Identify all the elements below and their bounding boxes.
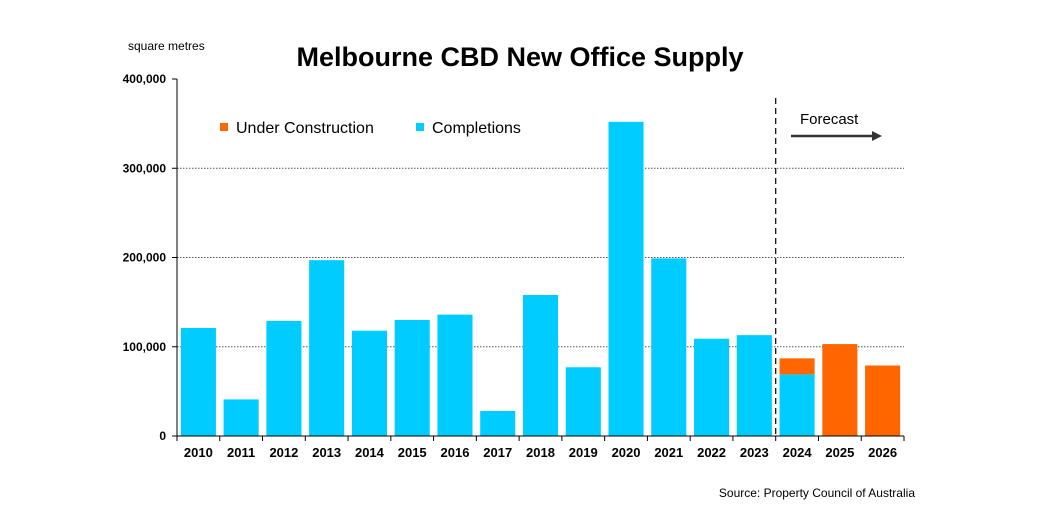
forecast-label: Forecast	[800, 111, 859, 128]
x-tick-label: 2016	[441, 445, 470, 460]
bar-completions-2022	[694, 338, 730, 436]
x-tick-label: 2012	[269, 445, 298, 460]
x-tick-label: 2025	[825, 445, 854, 460]
x-tick-label: 2014	[355, 445, 385, 460]
bar-completions-2024	[779, 374, 815, 436]
y-tick-label: 200,000	[123, 251, 167, 265]
legend-label-completions: Completions	[432, 120, 521, 137]
x-tick-label: 2024	[783, 445, 813, 460]
x-tick-label: 2022	[697, 445, 726, 460]
bar-completions-2018	[522, 294, 559, 436]
legend-swatch-completions	[416, 123, 424, 131]
x-tick-label: 2026	[868, 445, 897, 460]
bar-completions-2011	[223, 399, 259, 436]
x-tick-label: 2011	[227, 445, 255, 460]
x-tick-label: 2013	[312, 445, 341, 460]
y-tick-label: 100,000	[123, 340, 167, 354]
x-tick-label: 2015	[398, 445, 427, 460]
bar-under-construction-2024	[779, 358, 815, 375]
source-note: Source: Property Council of Australia	[719, 486, 915, 500]
bar-completions-2023	[736, 335, 772, 436]
bar-completions-2017	[480, 411, 516, 436]
forecast-arrow-icon	[872, 131, 882, 141]
y-tick-label: 300,000	[123, 161, 167, 175]
bar-completions-2020	[608, 121, 644, 436]
x-tick-label: 2019	[569, 445, 598, 460]
bar-under-construction-2025	[822, 344, 858, 436]
x-tick-label: 2021	[654, 445, 683, 460]
chart-title: Melbourne CBD New Office Supply	[296, 42, 743, 72]
bar-completions-2010	[180, 328, 216, 436]
bar-completions-2012	[266, 320, 302, 436]
bar-completions-2013	[309, 260, 345, 436]
x-tick-label: 2018	[526, 445, 555, 460]
y-unit-label: square metres	[128, 39, 205, 53]
x-tick-label: 2017	[483, 445, 512, 460]
bar-completions-2019	[565, 367, 601, 436]
legend-swatch-under-construction	[220, 123, 228, 131]
bar-completions-2015	[394, 319, 430, 436]
x-tick-label: 2010	[184, 445, 213, 460]
x-tick-label: 2023	[740, 445, 769, 460]
legend-label-under-construction: Under Construction	[236, 120, 374, 137]
bar-completions-2016	[437, 314, 473, 436]
x-tick-label: 2020	[612, 445, 641, 460]
y-tick-label: 400,000	[123, 72, 167, 86]
bars	[180, 121, 901, 436]
bar-completions-2021	[651, 258, 687, 436]
bar-completions-2014	[351, 330, 387, 436]
y-ticks: 0 100,000 200,000 300,000 400,000	[123, 72, 177, 443]
y-tick-label: 0	[159, 429, 166, 443]
x-ticks: 2010 2011 2012 2013 2014 2015 2016 2017 2018 2019…	[176, 436, 905, 460]
bar-under-construction-2026	[865, 365, 901, 436]
